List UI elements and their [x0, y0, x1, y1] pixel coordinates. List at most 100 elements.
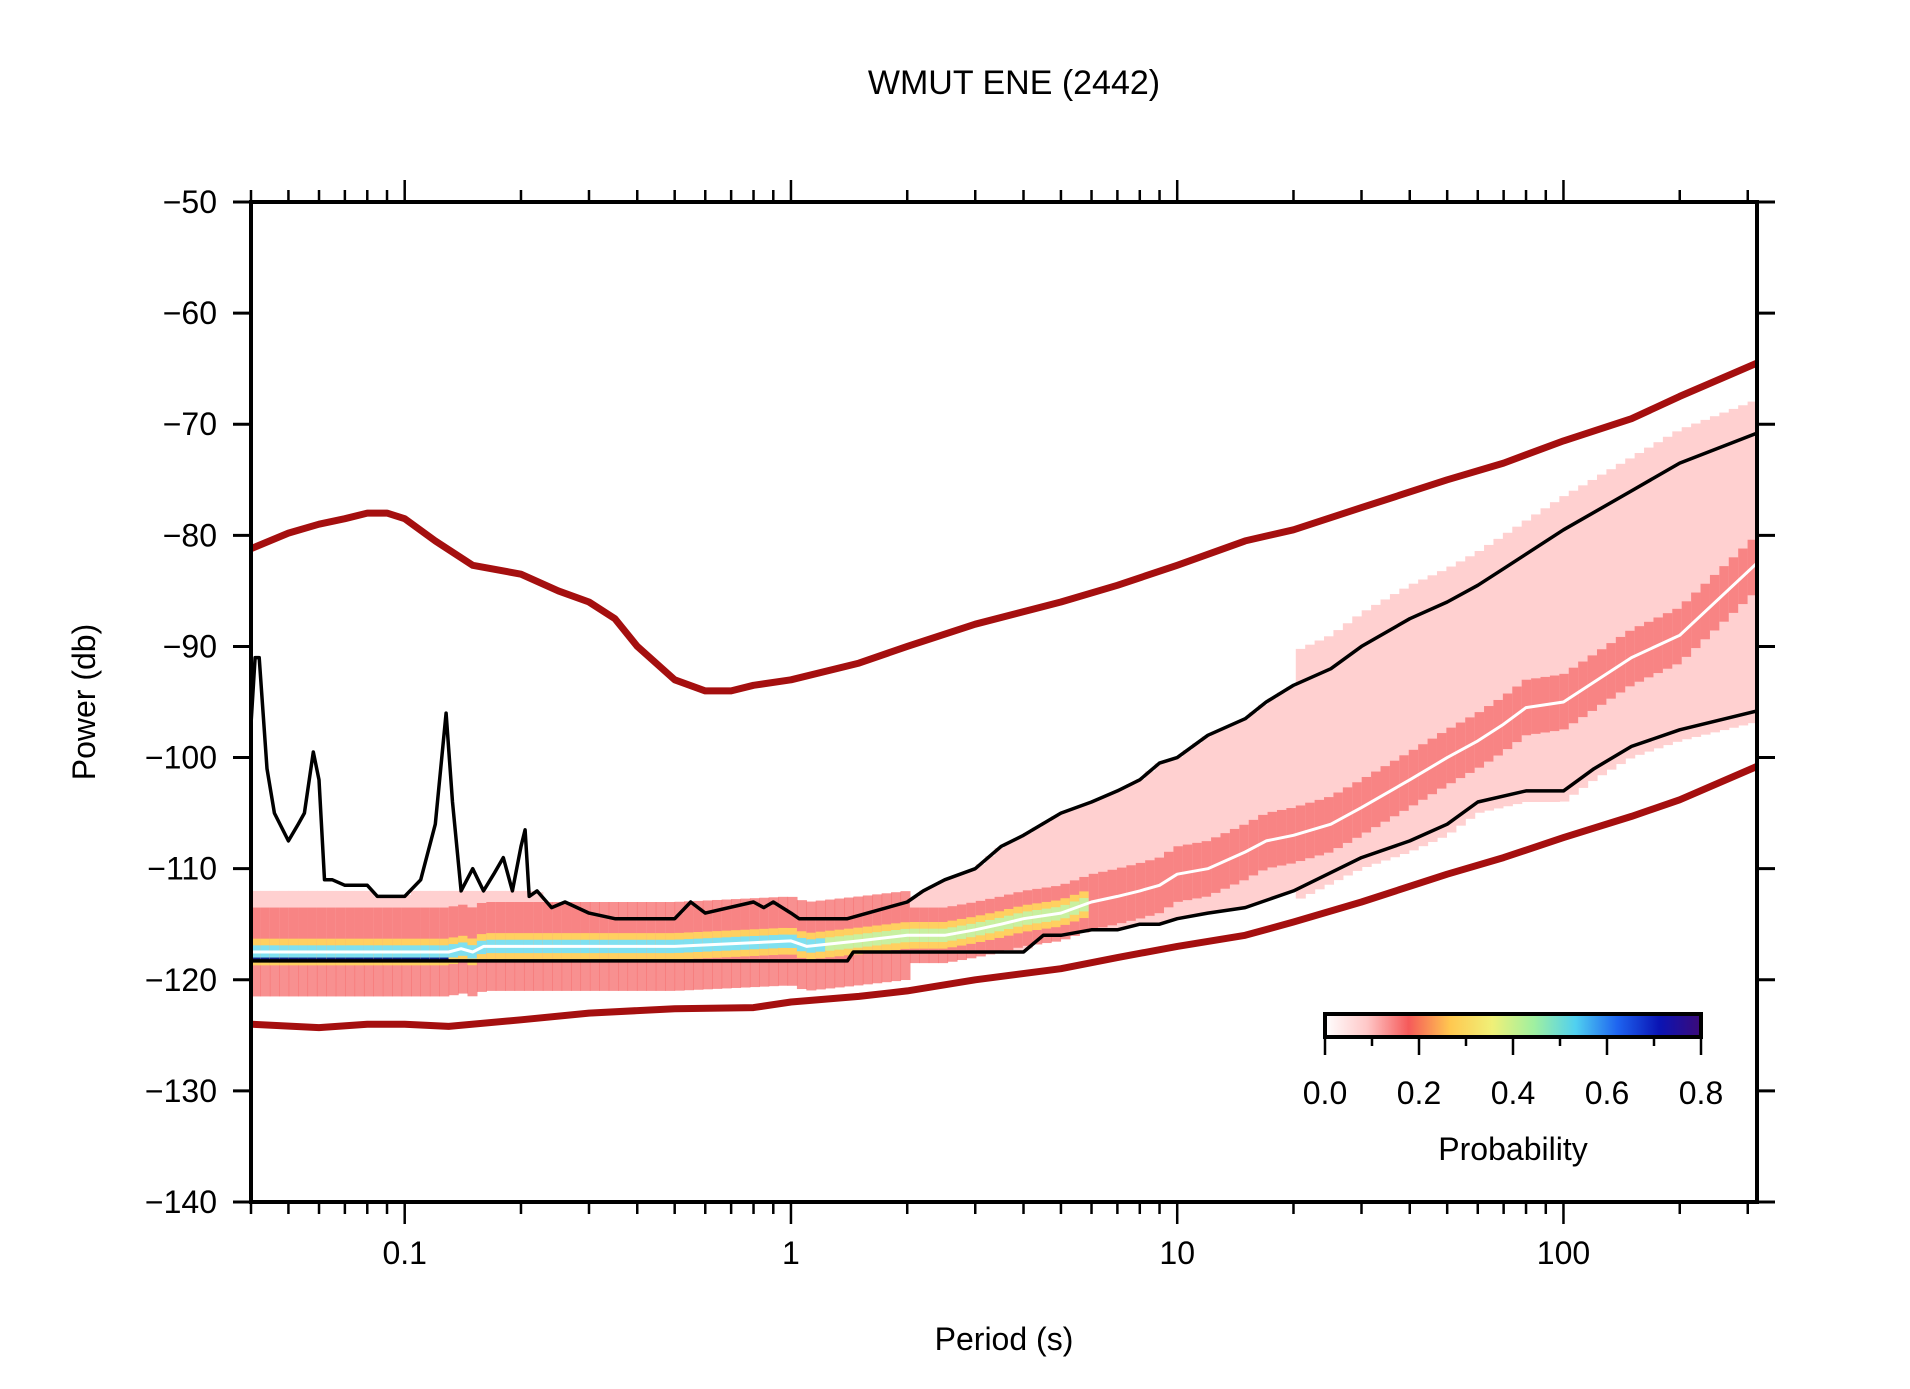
pdf-cell	[1145, 771, 1156, 925]
pdf-cell	[1578, 485, 1589, 788]
pdf-cell	[1474, 550, 1485, 813]
pdf-cell	[1418, 579, 1429, 847]
pdf-cell	[1060, 811, 1071, 935]
pdf-cell	[1465, 556, 1476, 819]
pdf-cell	[1399, 588, 1410, 854]
y-tick-label: −50	[163, 184, 217, 220]
pdf-cell	[1380, 599, 1391, 861]
pdf-cell	[326, 957, 337, 961]
x-axis: 0.1 1 10 100	[249, 180, 1750, 1271]
colorbar-tick-label: 0.0	[1303, 1075, 1347, 1111]
pdf-cell	[1333, 630, 1344, 881]
y-tick-label: −70	[163, 406, 217, 442]
pdf-cell	[1041, 821, 1052, 936]
series-line-10th-percentile	[251, 709, 1757, 963]
pdf-cell	[1606, 469, 1617, 770]
pdf-cell	[1625, 458, 1636, 759]
pdf-cell	[401, 957, 412, 961]
pdf-cell	[1286, 686, 1297, 892]
pdf-cell	[1540, 508, 1551, 802]
pdf-cell	[1653, 442, 1664, 749]
x-tick-label: 100	[1537, 1235, 1590, 1271]
pdf-cell	[1568, 490, 1579, 795]
pdf-cell	[1173, 756, 1184, 919]
pdf-cell	[288, 957, 299, 961]
pdf-cell	[1079, 804, 1090, 932]
pdf-cell	[1691, 423, 1702, 737]
pdf-cell	[298, 957, 309, 961]
pdf-cell	[1135, 779, 1146, 925]
pdf-cell	[269, 957, 280, 961]
pdf-cell	[1493, 538, 1504, 809]
series-lines	[251, 359, 1757, 1032]
pdf-cell	[279, 957, 290, 961]
colorbar-tick-label: 0.6	[1585, 1075, 1629, 1111]
pdf-cell	[1305, 644, 1316, 894]
y-tick-label: −120	[145, 962, 217, 998]
pdf-cell	[1512, 526, 1523, 805]
pdf-cell	[1587, 479, 1598, 782]
pdf-cell	[1248, 712, 1259, 905]
pdf-cell	[1107, 793, 1118, 930]
pdf-cell	[1069, 808, 1080, 933]
pdf-cell	[1662, 436, 1673, 746]
pdf-cell	[392, 957, 403, 961]
pdf-cell	[429, 957, 440, 961]
y-tick-label: −60	[163, 295, 217, 331]
pdf-cell	[1427, 575, 1438, 842]
pdf-cell	[1164, 760, 1175, 922]
pdf-cell	[420, 957, 431, 961]
y-tick-label: −80	[163, 517, 217, 553]
colorbar-tick-label: 0.4	[1491, 1075, 1535, 1111]
y-tick-label: −110	[147, 851, 217, 887]
y-axis-label: Power (db)	[66, 624, 102, 781]
y-tick-label: −140	[145, 1184, 217, 1220]
pdf-cell	[1276, 692, 1287, 895]
colorbar-label: Probability	[1438, 1131, 1587, 1167]
pdf-cell	[1352, 616, 1363, 871]
pdf-cell	[1267, 698, 1278, 899]
colorbar-tick-label: 0.2	[1397, 1075, 1441, 1111]
pdf-cell	[1709, 416, 1720, 733]
pdf-cell	[373, 957, 384, 961]
pdf-cell	[1192, 743, 1203, 916]
pdf-cell	[1229, 723, 1240, 910]
pdf-cell	[335, 957, 346, 961]
pdf-cell	[1549, 502, 1560, 802]
y-axis: −50 −60 −70 −80 −90 −100 −110 −120 −130 −140	[145, 184, 1775, 1220]
colorbar-bar	[1323, 1012, 1703, 1039]
pdf-cell	[1484, 544, 1495, 811]
pdf-cell	[1032, 827, 1043, 941]
pdf-cell	[1220, 727, 1231, 911]
x-tick-label: 10	[1159, 1235, 1195, 1271]
pdf-cell	[1154, 763, 1165, 925]
pdf-cell	[1446, 566, 1457, 833]
pdf-cell	[354, 957, 365, 961]
pdf-cell	[1634, 453, 1645, 755]
plot-frame	[249, 200, 1759, 1204]
pdf-cell	[1324, 636, 1335, 885]
pdf-cell	[1596, 474, 1607, 776]
x-tick-label: 1	[782, 1235, 800, 1271]
pdf-cell	[1455, 561, 1466, 826]
pdf-cell	[1211, 731, 1222, 912]
pdf-cell	[1521, 520, 1532, 802]
pdf-cell	[1361, 610, 1372, 867]
pdf-cell	[1502, 532, 1513, 807]
series-line-90th-percentile	[251, 431, 1757, 921]
pdf-cell	[1559, 496, 1570, 802]
pdf-cell	[1615, 463, 1626, 765]
pdf-cell	[307, 957, 318, 961]
pdf-cell	[345, 957, 356, 961]
pdf-cell	[260, 957, 271, 961]
colorbar-tick-label: 0.8	[1679, 1075, 1723, 1111]
pdf-cell	[1531, 514, 1542, 802]
chart-title: WMUT ENE (2442)	[868, 64, 1160, 102]
pdf-cell	[1116, 788, 1127, 929]
pdf-cell	[1051, 816, 1062, 936]
pdf-cell	[1239, 719, 1250, 908]
y-tick-label: −130	[145, 1073, 217, 1109]
pdf-cell	[1182, 750, 1193, 917]
y-tick-label: −90	[163, 628, 217, 664]
